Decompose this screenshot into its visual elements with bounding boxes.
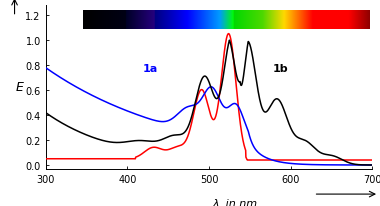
Y-axis label: E: E xyxy=(16,81,24,94)
Text: 1a: 1a xyxy=(142,63,158,73)
Text: 1b: 1b xyxy=(273,63,289,73)
Text: λ  in nm: λ in nm xyxy=(212,198,258,206)
